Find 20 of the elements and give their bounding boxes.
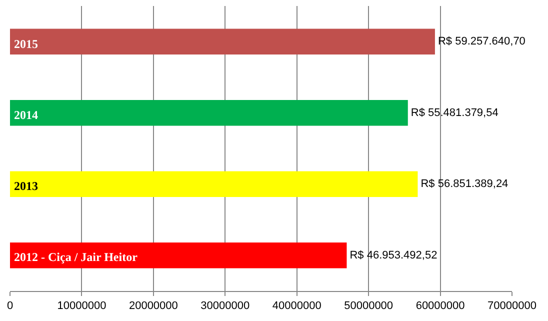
bar [10, 242, 347, 268]
bar [10, 28, 435, 54]
x-tick-label: 30000000 [200, 300, 250, 312]
bar [10, 100, 408, 126]
x-tick-label: 60000000 [416, 300, 465, 312]
data-label: R$ 46.953.492,52 [350, 249, 438, 262]
bar [10, 171, 418, 197]
x-tick-label: 10000000 [57, 300, 106, 312]
y-tick-label: 2015 [14, 37, 38, 51]
y-tick-label: 2012 - Ciça / Jair Heitor [14, 250, 138, 264]
y-tick-label: 2014 [14, 108, 38, 122]
data-label: R$ 55.481.379,54 [410, 106, 498, 119]
y-tick-label: 2013 [14, 179, 38, 193]
x-tick-label: 0 [6, 300, 14, 312]
x-tick-label: 70000000 [488, 300, 536, 312]
data-label: R$ 56.851.389,24 [420, 178, 508, 190]
data-label: R$ 59.257.640,70 [438, 36, 526, 48]
x-tick-label: 20000000 [128, 300, 178, 312]
x-tick-label: 50000000 [344, 300, 394, 312]
x-tick-label: 40000000 [272, 300, 322, 312]
